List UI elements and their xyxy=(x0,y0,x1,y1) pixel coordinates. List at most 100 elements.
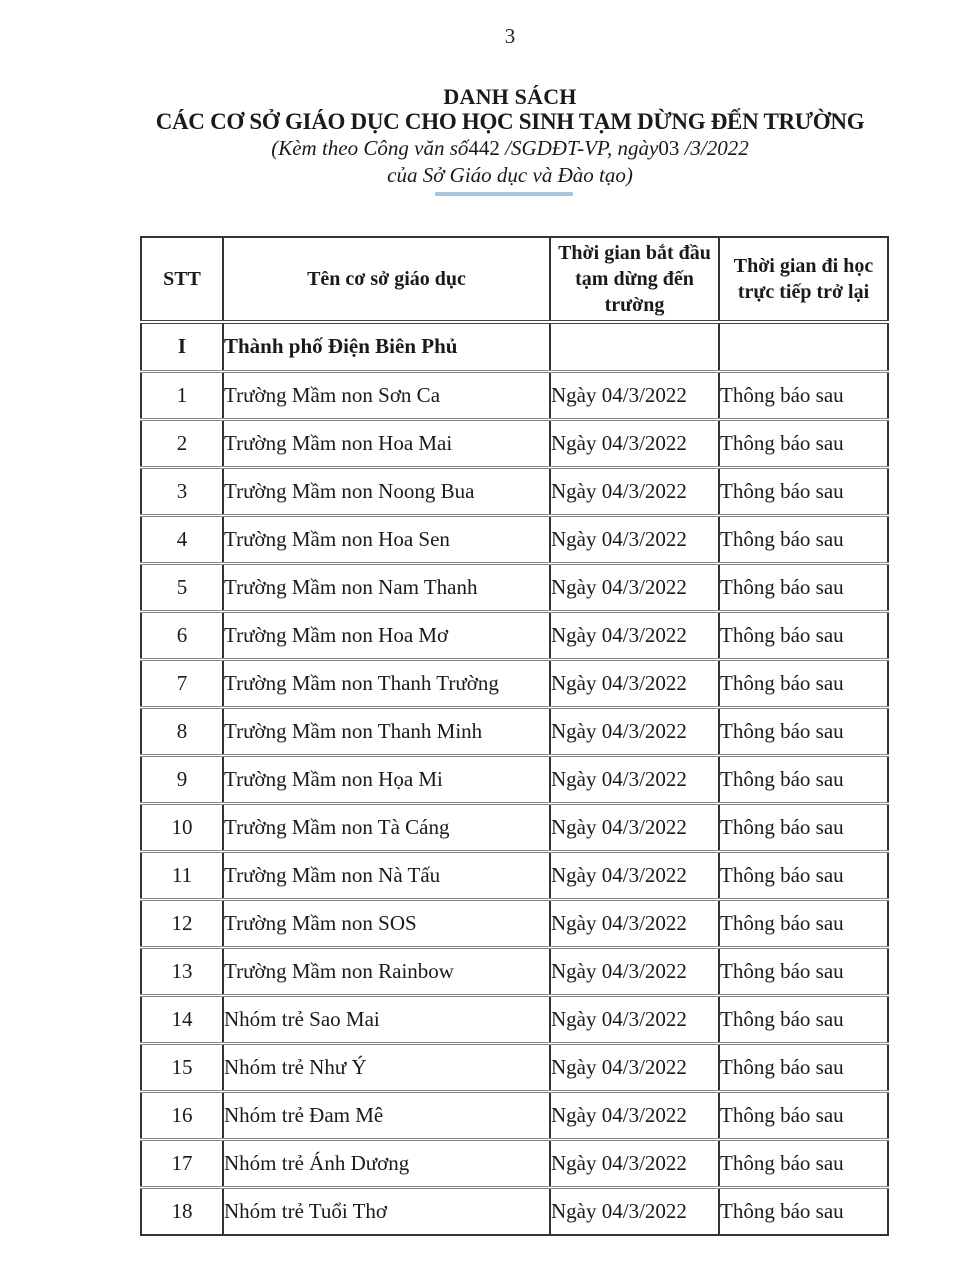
table-row: 5 Trường Mầm non Nam Thanh Ngày 04/3/2022 T… xyxy=(141,563,888,613)
cell-return: Thông báo sau xyxy=(718,467,888,517)
cell-start: Ngày 04/3/2022 xyxy=(549,515,719,565)
table-row: 14 Nhóm trẻ Sao Mai Ngày 04/3/2022 Thông bá… xyxy=(141,995,888,1045)
table-row: 12 Trường Mầm non SOS Ngày 04/3/2022 Thông … xyxy=(141,899,888,949)
subtitle-mid: /SGDĐT-VP, ngày xyxy=(499,136,659,160)
cell-stt: 11 xyxy=(141,851,223,901)
cell-name: Trường Mầm non Hoa Mơ xyxy=(222,611,550,661)
cell-return: Thông báo sau xyxy=(718,419,888,469)
cell-return: Thông báo sau xyxy=(718,1091,888,1141)
cell-stt: 18 xyxy=(171,1198,193,1223)
doc-title-main: CÁC CƠ SỞ GIÁO DỤC CHO HỌC SINH TẠM DỪNG… xyxy=(155,109,865,134)
cell-stt: 2 xyxy=(141,419,223,469)
col-header-name: Tên cơ sở giáo dục xyxy=(222,237,550,324)
cell-return: Thông báo sau xyxy=(718,1139,888,1189)
cell-stt: 13 xyxy=(141,947,223,997)
col-header-stt: STT xyxy=(141,237,223,324)
cell-name: Nhóm trẻ Sao Mai xyxy=(222,995,550,1045)
cell-start: Ngày 04/3/2022 xyxy=(549,707,719,757)
cell-return: Thông báo sau xyxy=(718,899,888,949)
cell-stt: 1 xyxy=(141,371,223,421)
school-table: STT Tên cơ sở giáo dục Thời gian bắt đầu… xyxy=(140,236,889,1236)
table-row: 6 Trường Mầm non Hoa Mơ Ngày 04/3/2022 Thôn… xyxy=(141,611,888,661)
table-row: 15 Nhóm trẻ Như Ý Ngày 04/3/2022 Thông báo … xyxy=(141,1043,888,1093)
document-header: DANH SÁCH CÁC CƠ SỞ GIÁO DỤC CHO HỌC SIN… xyxy=(45,84,975,189)
cell-stt: 14 xyxy=(141,995,223,1045)
cell-return: Thông báo sau xyxy=(718,563,888,613)
cell-section-return xyxy=(718,322,888,373)
cell-name: Nhóm trẻ Ánh Dương xyxy=(222,1139,550,1189)
cell-start: Ngày 04/3/2022 xyxy=(549,371,719,421)
table-row: 11 Trường Mầm non Nà Tấu Ngày 04/3/2022 Thô… xyxy=(141,851,888,901)
cell-return: Thông báo sau xyxy=(718,371,888,421)
cell-return: Thông báo sau xyxy=(718,851,888,901)
cell-name: Trường Mầm non SOS xyxy=(222,899,550,949)
cell-stt: 15 xyxy=(141,1043,223,1093)
cell-start: Ngày 04/3/2022 xyxy=(549,1187,719,1235)
cell-stt: 5 xyxy=(141,563,223,613)
cell-stt: 6 xyxy=(141,611,223,661)
table-row: 17 Nhóm trẻ Ánh Dương Ngày 04/3/2022 Thông … xyxy=(141,1139,888,1189)
cell-start: Ngày 04/3/2022 xyxy=(549,803,719,853)
cell-start: Ngày 04/3/2022 xyxy=(549,611,719,661)
cell-stt: 17 xyxy=(141,1139,223,1189)
table-row: 18 Nhóm trẻ Tuổi Thơ Ngày 04/3/2022 Thông b… xyxy=(141,1187,888,1235)
section-row: I Thành phố Điện Biên Phủ xyxy=(141,322,888,373)
cell-start: Ngày 04/3/2022 xyxy=(549,995,719,1045)
doc-subtitle-line2: của Sở Giáo dục và Đào tạo) xyxy=(387,163,633,187)
cell-start: Ngày 04/3/2022 xyxy=(549,1043,719,1093)
cell-start: Ngày 04/3/2022 xyxy=(549,659,719,709)
table-row: 9 Trường Mầm non Họa Mi Ngày 04/3/2022 Thôn… xyxy=(141,755,888,805)
cell-return: Thông báo sau xyxy=(718,803,888,853)
cell-return: Thông báo sau xyxy=(718,659,888,709)
cell-stt: 8 xyxy=(141,707,223,757)
cell-stt: 9 xyxy=(141,755,223,805)
cell-section-stt: I xyxy=(141,322,223,373)
cell-name: Trường Mầm non Hoa Mai xyxy=(222,419,550,469)
cell-return: Thông báo sau xyxy=(718,755,888,805)
cell-return: Thông báo sau xyxy=(718,611,888,661)
cell-return: Thông báo sau xyxy=(718,947,888,997)
cell-start: Ngày 04/3/2022 xyxy=(549,947,719,997)
cell-start: Ngày 04/3/2022 xyxy=(549,1091,719,1141)
cell-return: Thông báo sau xyxy=(718,707,888,757)
col-header-start: Thời gian bắt đầu tạm dừng đến trường xyxy=(549,237,719,324)
cell-name: Trường Mầm non Sơn Ca xyxy=(222,371,550,421)
document-page: 3 DANH SÁCH CÁC CƠ SỞ GIÁO DỤC CHO HỌC S… xyxy=(45,24,975,189)
cell-section-name: Thành phố Điện Biên Phủ xyxy=(222,322,550,373)
subtitle-suffix: /3/2022 xyxy=(679,136,749,160)
cell-section-start xyxy=(549,322,719,373)
cell-name: Nhóm trẻ Đam Mê xyxy=(222,1091,550,1141)
cell-name: Trường Mầm non Nam Thanh xyxy=(222,563,550,613)
cell-stt: 7 xyxy=(141,659,223,709)
table-header-row: STT Tên cơ sở giáo dục Thời gian bắt đầu… xyxy=(141,237,888,324)
cell-name: Nhóm trẻ Tuổi Thơ xyxy=(222,1187,550,1235)
cell-start: Ngày 04/3/2022 xyxy=(549,899,719,949)
cell-start: Ngày 04/3/2022 xyxy=(549,467,719,517)
table-row: 10 Trường Mầm non Tà Cáng Ngày 04/3/2022 Th… xyxy=(141,803,888,853)
table-row: 7 Trường Mầm non Thanh Trường Ngày 04/3/20… xyxy=(141,659,888,709)
cell-stt: 12 xyxy=(141,899,223,949)
cell-start: Ngày 04/3/2022 xyxy=(549,755,719,805)
cell-start: Ngày 04/3/2022 xyxy=(549,851,719,901)
cell-name: Trường Mầm non Tà Cáng xyxy=(222,803,550,853)
cell-name: Trường Mầm non Noong Bua xyxy=(222,467,550,517)
cell-start: Ngày 04/3/2022 xyxy=(549,419,719,469)
table-row: 16 Nhóm trẻ Đam Mê Ngày 04/3/2022 Thông báo… xyxy=(141,1091,888,1141)
cell-return: Thông báo sau xyxy=(718,1187,888,1235)
page-number: 3 xyxy=(504,24,516,48)
cell-return: Thông báo sau xyxy=(718,515,888,565)
table-header: STT Tên cơ sở giáo dục Thời gian bắt đầu… xyxy=(141,237,888,324)
cell-name: Nhóm trẻ Như Ý xyxy=(222,1043,550,1093)
cell-start: Ngày 04/3/2022 xyxy=(549,1139,719,1189)
cell-start: Ngày 04/3/2022 xyxy=(549,563,719,613)
cell-return: Thông báo sau xyxy=(718,995,888,1045)
cell-name: Trường Mầm non Hoa Sen xyxy=(222,515,550,565)
cell-name: Trường Mầm non Nà Tấu xyxy=(222,851,550,901)
table-row: 8 Trường Mầm non Thanh Minh Ngày 04/3/2022… xyxy=(141,707,888,757)
table-row: 13 Trường Mầm non Rainbow Ngày 04/3/2022 Th… xyxy=(141,947,888,997)
cell-stt: 3 xyxy=(141,467,223,517)
cell-stt: 4 xyxy=(141,515,223,565)
cell-name: Trường Mầm non Thanh Trường xyxy=(222,659,550,709)
table-row: 2 Trường Mầm non Hoa Mai Ngày 04/3/2022 Thô… xyxy=(141,419,888,469)
cell-name: Trường Mầm non Thanh Minh xyxy=(222,707,550,757)
